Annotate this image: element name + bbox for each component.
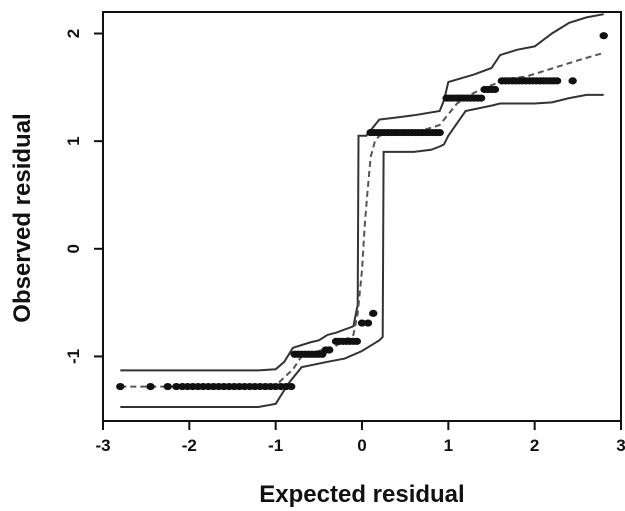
data-point — [146, 382, 155, 391]
data-point — [172, 382, 181, 391]
x-tick-label: 0 — [357, 436, 366, 455]
x-axis: -3 -2 -1 0 1 2 3 — [95, 421, 625, 455]
x-tick-label: 3 — [616, 436, 625, 455]
y-tick-label: 1 — [64, 136, 83, 145]
upper-envelope-line — [120, 13, 604, 372]
y-tick-label: -1 — [64, 349, 83, 364]
y-tick-label: 2 — [64, 29, 83, 38]
data-point — [363, 319, 373, 327]
y-tick-label: 0 — [64, 244, 83, 253]
data-point — [599, 32, 608, 40]
x-tick-label: -1 — [268, 436, 283, 455]
data-point — [324, 346, 334, 354]
data-point — [490, 85, 500, 94]
data-point — [116, 382, 125, 391]
x-tick-label: -2 — [182, 436, 197, 455]
y-axis: -1 0 1 2 — [64, 29, 103, 364]
plot-area — [102, 11, 622, 422]
data-point — [163, 382, 172, 391]
points-layer — [116, 32, 608, 391]
x-tick-label: 2 — [530, 436, 539, 455]
data-point — [435, 128, 444, 137]
data-point — [552, 77, 562, 85]
data-point — [352, 337, 362, 345]
series-layer — [120, 13, 604, 408]
x-axis-title: Expected residual — [259, 481, 464, 508]
data-point — [357, 319, 367, 327]
median-line — [120, 51, 604, 388]
data-point — [369, 309, 378, 317]
data-point — [476, 94, 486, 102]
x-tick-label: -3 — [95, 436, 110, 455]
x-tick-label: 1 — [444, 436, 453, 455]
lower-envelope-line — [120, 93, 604, 408]
y-axis-title: Observed residual — [9, 113, 36, 322]
data-point — [568, 77, 577, 85]
data-point — [287, 382, 296, 391]
